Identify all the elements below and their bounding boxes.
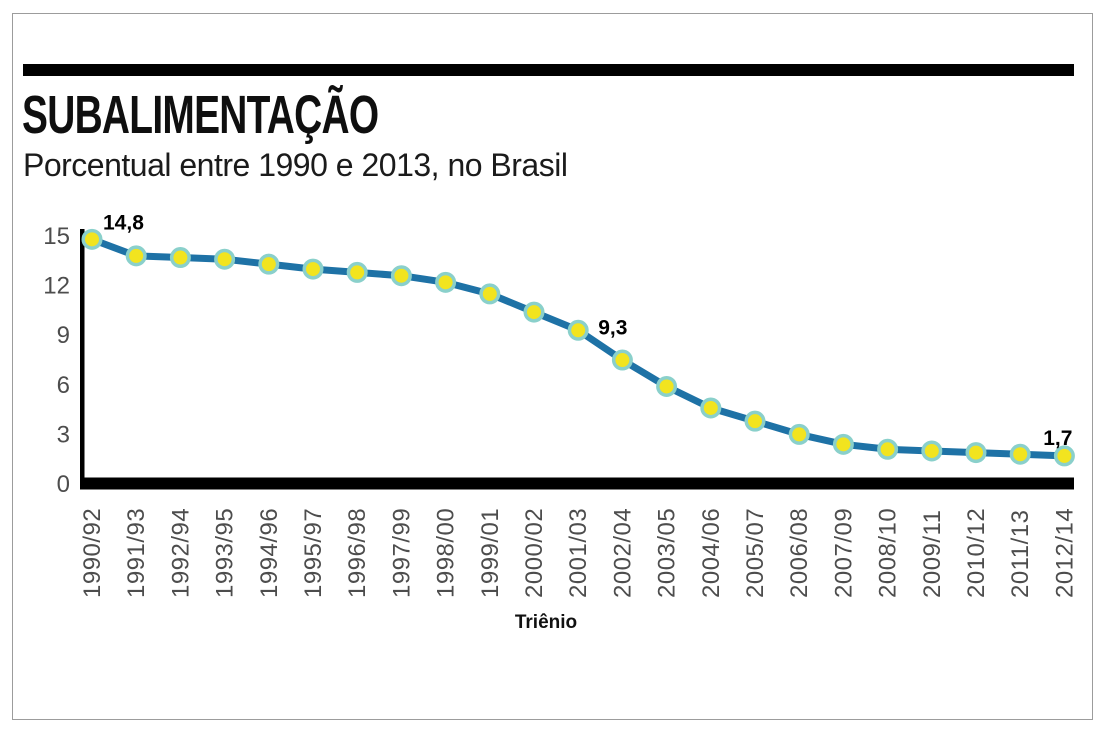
data-point-marker: [567, 319, 589, 341]
data-point-marker: [1053, 445, 1075, 467]
data-point-marker: [125, 245, 147, 267]
point-value-label: 14,8: [103, 211, 144, 234]
y-tick-label: 3: [57, 421, 70, 448]
x-tick-label: 2001/03: [565, 508, 592, 598]
data-point-marker: [965, 442, 987, 464]
y-axis-line: [80, 229, 85, 489]
data-point-marker: [390, 265, 412, 287]
x-axis-line: [80, 477, 1074, 490]
x-tick-label: 2005/07: [742, 508, 769, 598]
x-tick-label: 2003/05: [654, 508, 681, 598]
data-point-marker: [523, 301, 545, 323]
x-tick-label: 2008/10: [875, 508, 902, 598]
x-tick-label: 1994/96: [256, 508, 283, 598]
x-tick-label: 2006/08: [786, 508, 813, 598]
point-value-label: 9,3: [598, 316, 627, 339]
data-point-marker: [611, 349, 633, 371]
x-tick-label: 2012/14: [1051, 508, 1078, 598]
x-tick-label: 1991/93: [123, 508, 150, 598]
x-tick-label: 2011/13: [1007, 510, 1034, 598]
y-tick-label: 15: [43, 223, 70, 250]
card-border: [12, 13, 1093, 720]
x-tick-label: 1997/99: [388, 508, 415, 598]
x-tick-label: 1990/92: [79, 508, 106, 598]
data-point-marker: [346, 261, 368, 283]
data-point-marker: [169, 247, 191, 269]
data-point-marker: [435, 271, 457, 293]
y-tick-label: 0: [57, 471, 70, 498]
data-point-marker: [81, 228, 103, 250]
data-point-marker: [1009, 443, 1031, 465]
data-point-marker: [700, 397, 722, 419]
x-tick-label: 1996/98: [344, 508, 371, 598]
x-tick-label: 1993/95: [212, 508, 239, 598]
y-tick-label: 12: [43, 273, 70, 300]
data-point-marker: [877, 438, 899, 460]
data-point-marker: [788, 423, 810, 445]
x-tick-label: 2007/09: [830, 508, 857, 598]
chart-subtitle: Porcentual entre 1990 e 2013, no Brasil: [23, 147, 568, 183]
data-point-marker: [744, 410, 766, 432]
data-point-marker: [214, 248, 236, 270]
data-point-marker: [832, 433, 854, 455]
y-tick-label: 6: [57, 372, 70, 399]
x-tick-label: 1995/97: [300, 508, 327, 598]
x-tick-label: 1999/01: [477, 508, 504, 598]
x-tick-label: 2009/11: [919, 510, 946, 598]
x-axis-title: Triênio: [515, 612, 577, 633]
y-tick-label: 9: [57, 322, 70, 349]
data-point-marker: [479, 283, 501, 305]
data-point-marker: [921, 440, 943, 462]
data-point-marker: [656, 375, 678, 397]
data-point-marker: [302, 258, 324, 280]
x-tick-label: 1998/00: [433, 508, 460, 598]
chart-title: SUBALIMENTAÇÃO: [22, 85, 379, 145]
data-line: [88, 235, 1068, 460]
point-value-label: 1,7: [1043, 427, 1072, 450]
x-tick-label: 2010/12: [963, 508, 990, 598]
data-point-marker: [258, 253, 280, 275]
x-tick-label: 2000/02: [521, 508, 548, 598]
x-tick-label: 2002/04: [609, 508, 636, 598]
x-tick-label: 2004/06: [698, 508, 725, 598]
x-tick-label: 1992/94: [167, 508, 194, 598]
top-accent-bar: [23, 64, 1074, 76]
